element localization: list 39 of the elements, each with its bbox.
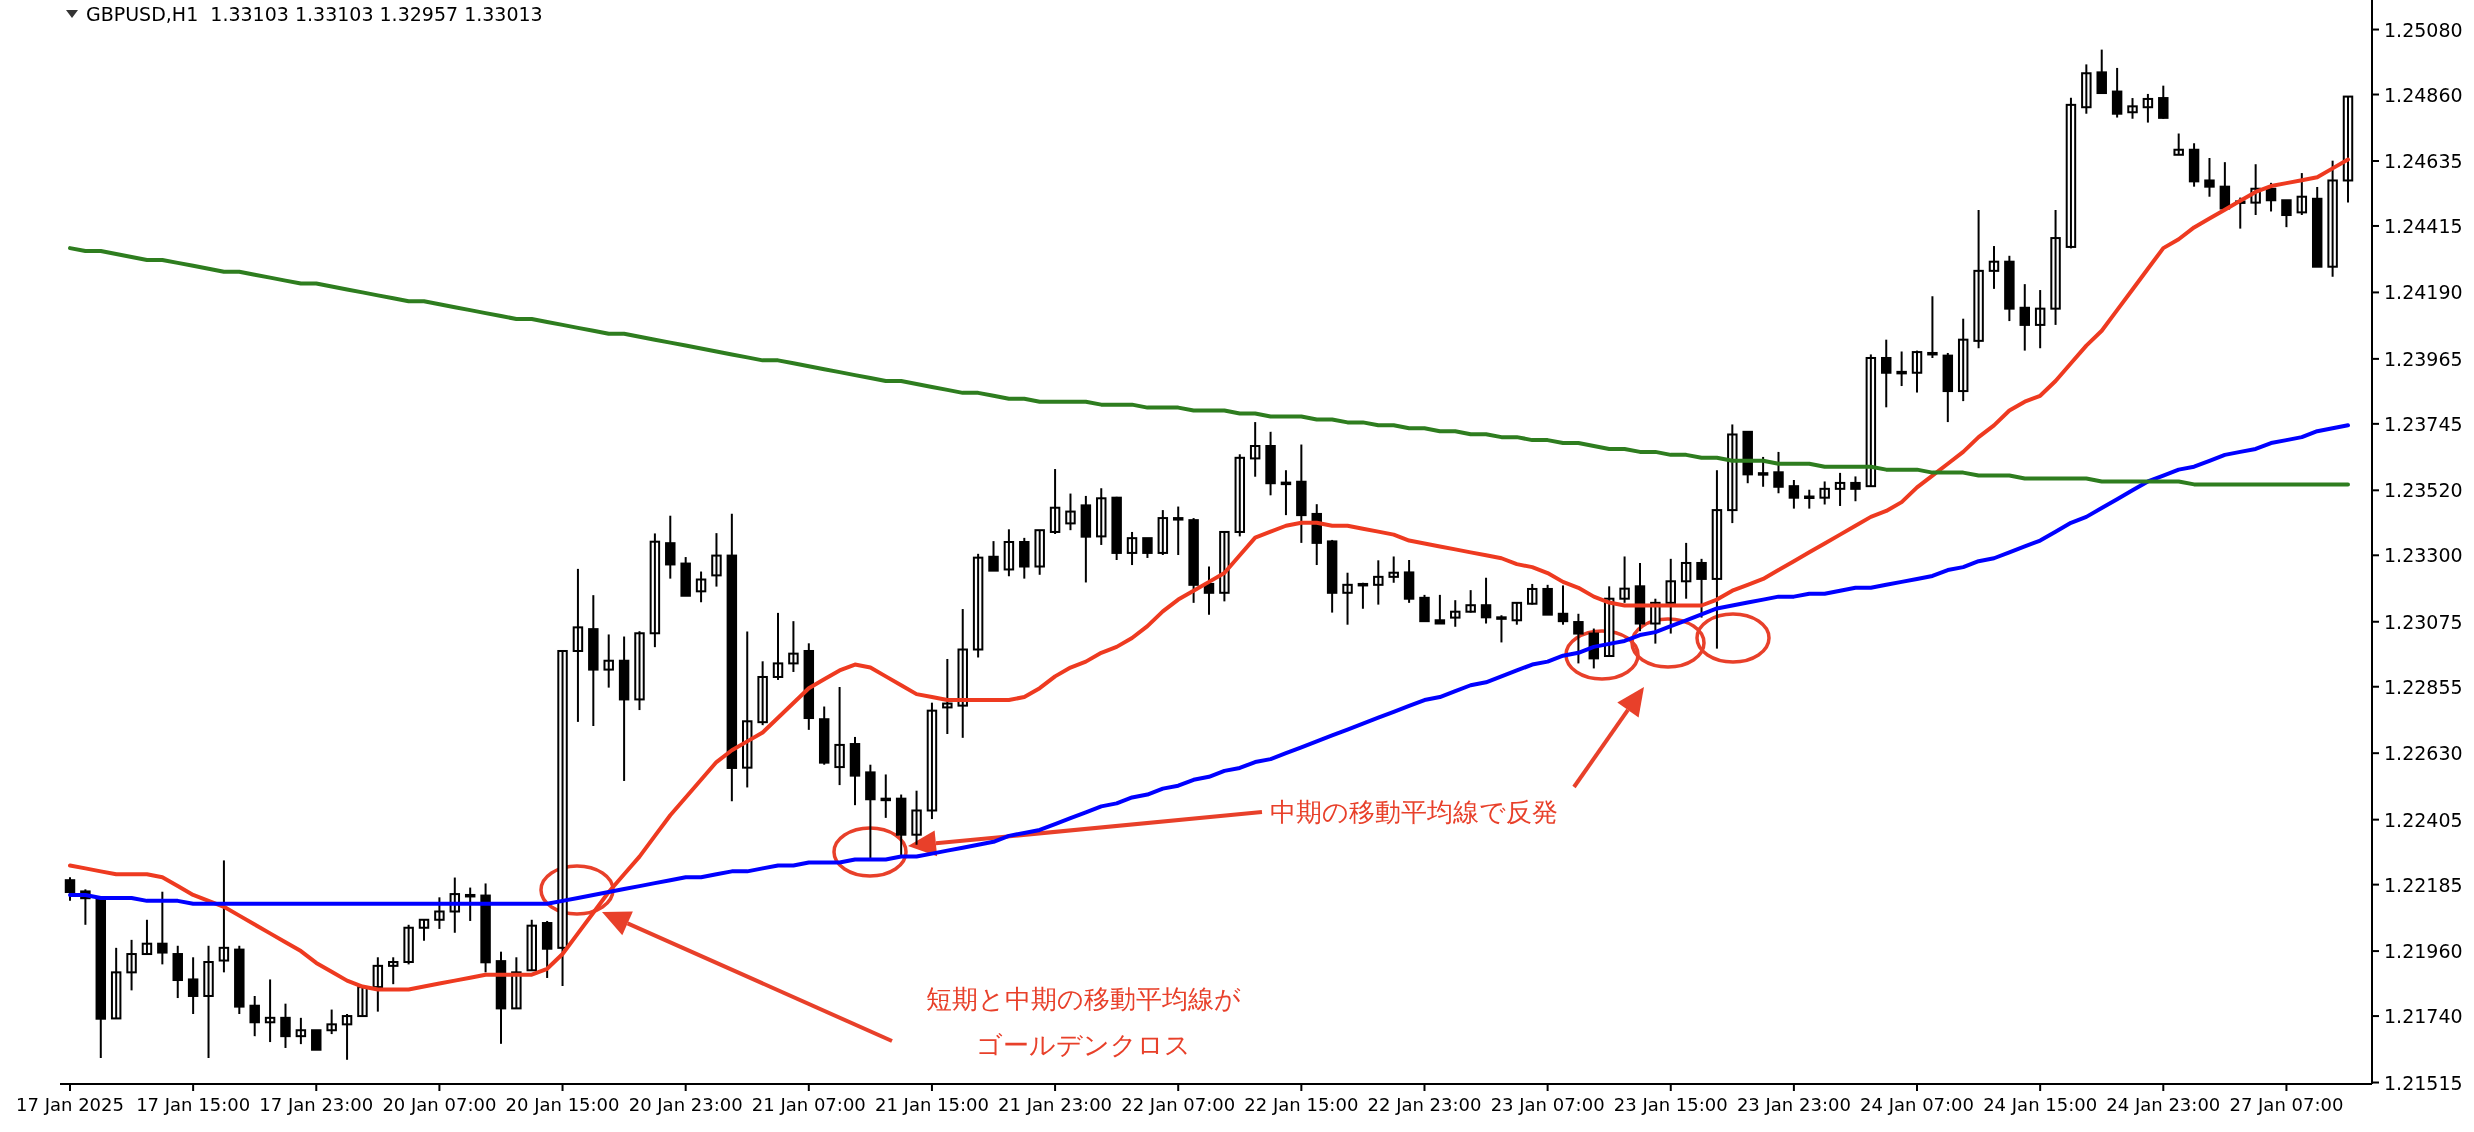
x-tick-label: 23 Jan 15:00 xyxy=(1613,1094,1728,1115)
x-tick-label: 22 Jan 15:00 xyxy=(1244,1094,1359,1115)
x-tick-label: 20 Jan 07:00 xyxy=(382,1094,497,1115)
y-tick-label: 1.23075 xyxy=(2384,610,2463,633)
chart-title: GBPUSD,H1 1.33103 1.33103 1.32957 1.33013 xyxy=(86,3,543,25)
x-tick-label: 23 Jan 07:00 xyxy=(1490,1094,1605,1115)
y-tick-label: 1.24190 xyxy=(2384,281,2463,304)
x-tick-label: 17 Jan 15:00 xyxy=(136,1094,251,1115)
y-tick-label: 1.22185 xyxy=(2384,873,2463,896)
x-tick-label: 24 Jan 07:00 xyxy=(1860,1094,1975,1115)
y-tick-label: 1.21740 xyxy=(2384,1005,2463,1028)
x-tick-label: 20 Jan 15:00 xyxy=(505,1094,620,1115)
y-tick-label: 1.21960 xyxy=(2384,940,2463,963)
x-tick-label: 20 Jan 23:00 xyxy=(628,1094,743,1115)
y-tick-label: 1.23300 xyxy=(2384,544,2463,567)
x-tick-label: 17 Jan 23:00 xyxy=(259,1094,374,1115)
x-tick-label: 27 Jan 07:00 xyxy=(2229,1094,2344,1115)
y-tick-label: 1.23745 xyxy=(2384,412,2463,435)
x-tick-label: 21 Jan 07:00 xyxy=(751,1094,866,1115)
x-tick-label: 24 Jan 15:00 xyxy=(1983,1094,2098,1115)
annotation: 中期の移動平均線で反発 xyxy=(1270,797,1558,827)
y-tick-label: 1.22630 xyxy=(2384,742,2463,765)
y-tick-label: 1.24860 xyxy=(2384,83,2463,106)
y-tick-label: 1.23965 xyxy=(2384,347,2463,370)
y-tick-label: 1.21515 xyxy=(2384,1071,2463,1094)
y-tick-label: 1.25080 xyxy=(2384,18,2463,41)
y-tick-label: 1.24635 xyxy=(2384,149,2463,172)
x-tick-label: 22 Jan 07:00 xyxy=(1121,1094,1236,1115)
x-tick-label: 22 Jan 23:00 xyxy=(1367,1094,1482,1115)
y-tick-label: 1.22855 xyxy=(2384,675,2463,698)
y-tick-label: 1.24415 xyxy=(2384,214,2463,237)
x-tick-label: 17 Jan 2025 xyxy=(16,1094,124,1115)
annotation: 短期と中期の移動平均線がゴールデンクロス xyxy=(925,984,1241,1060)
x-tick-label: 21 Jan 23:00 xyxy=(998,1094,1113,1115)
x-tick-label: 24 Jan 23:00 xyxy=(2106,1094,2221,1115)
y-tick-label: 1.23520 xyxy=(2384,479,2463,502)
y-tick-label: 1.22405 xyxy=(2384,808,2463,831)
x-tick-label: 23 Jan 23:00 xyxy=(1736,1094,1851,1115)
x-tick-label: 21 Jan 15:00 xyxy=(874,1094,989,1115)
